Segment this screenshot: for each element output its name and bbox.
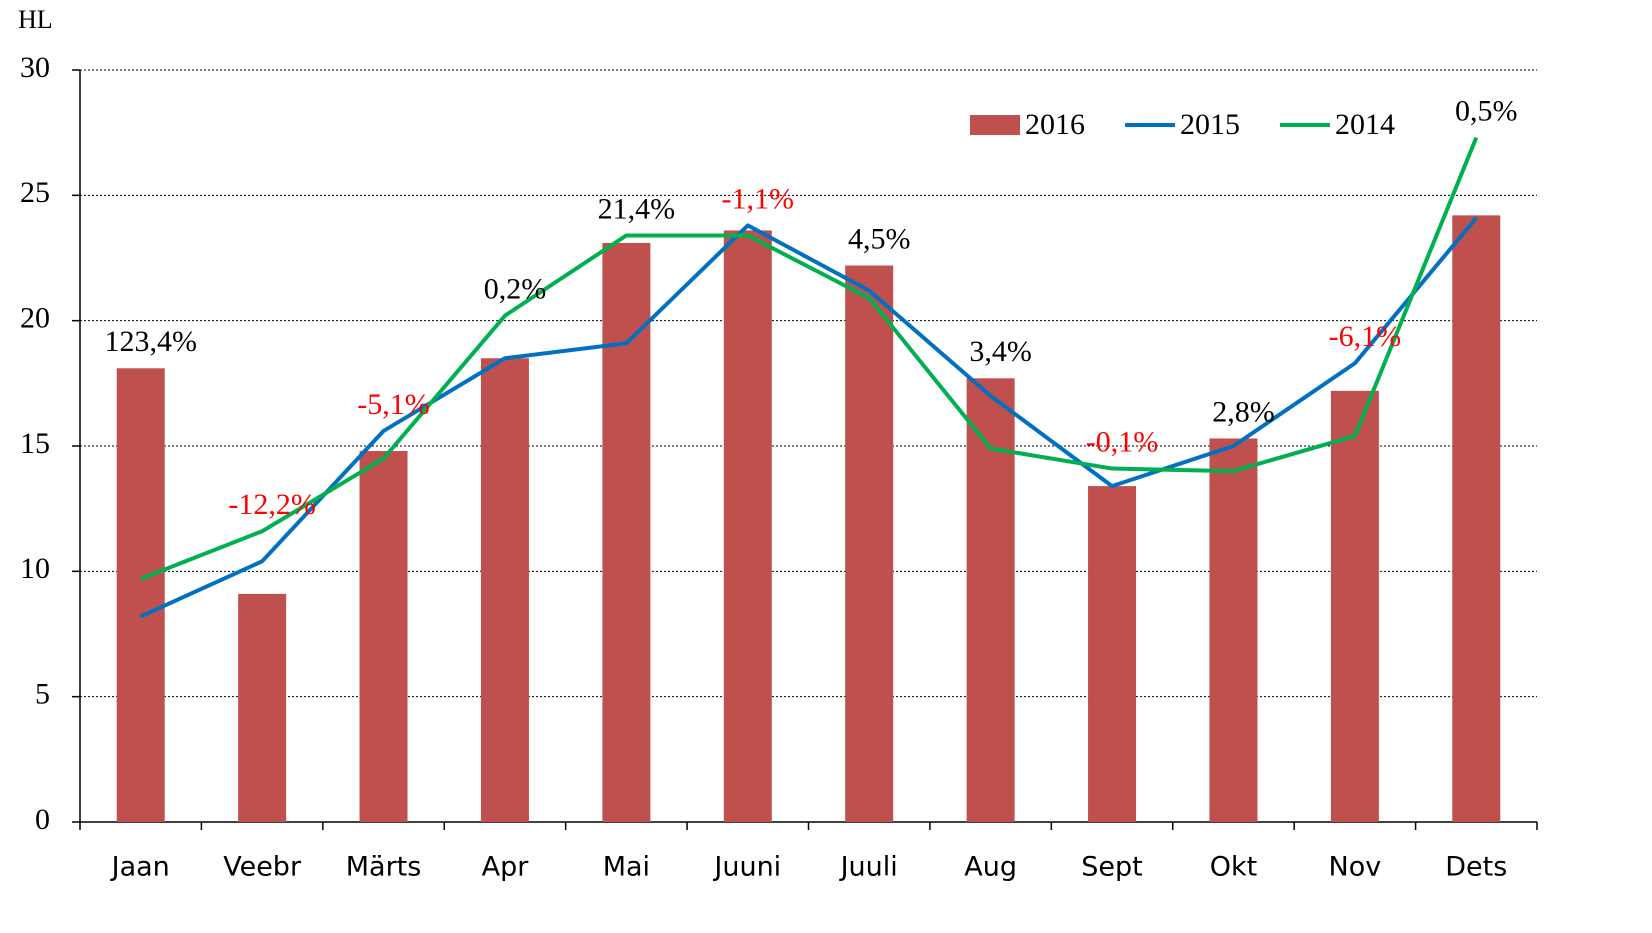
- data-label: -0,1%: [1086, 425, 1158, 458]
- data-label: 4,5%: [848, 222, 911, 255]
- legend-label: 2014: [1335, 108, 1395, 141]
- x-tick-label: Dets: [1445, 852, 1507, 883]
- legend-swatch: [970, 115, 1020, 135]
- data-label: 3,4%: [969, 335, 1032, 368]
- bar: [845, 265, 894, 822]
- bar: [1088, 486, 1137, 822]
- data-label: 123,4%: [104, 325, 197, 358]
- bar: [238, 593, 287, 822]
- x-tick-label: Jaan: [110, 852, 170, 883]
- data-label: -1,1%: [722, 182, 794, 215]
- data-label: -6,1%: [1329, 320, 1401, 353]
- y-tick-label: 20: [20, 302, 50, 335]
- bar: [602, 242, 651, 822]
- bar: [1330, 390, 1379, 822]
- bar: [1452, 215, 1501, 823]
- bar: [480, 358, 529, 822]
- bar: [1209, 438, 1258, 822]
- line: [139, 136, 1479, 581]
- data-label: 21,4%: [598, 192, 676, 225]
- y-tick-label: 0: [35, 803, 50, 836]
- data-label: 0,2%: [484, 273, 547, 306]
- bar: [966, 378, 1015, 822]
- y-tick-label: 15: [20, 427, 50, 460]
- x-tick-label: Mai: [603, 852, 650, 883]
- x-tick-label: Sept: [1081, 852, 1142, 883]
- x-tick-label: Veebr: [223, 852, 302, 883]
- data-label: 0,5%: [1455, 95, 1518, 128]
- data-label: -12,2%: [228, 488, 315, 521]
- x-tick-label: Juuli: [839, 852, 898, 883]
- data-label: -5,1%: [357, 388, 429, 421]
- data-label: 2,8%: [1212, 395, 1275, 428]
- y-tick-label: 25: [20, 176, 50, 209]
- bar: [116, 368, 165, 822]
- bar: [723, 230, 772, 823]
- x-tick-label: Nov: [1329, 852, 1382, 883]
- legend-label: 2015: [1180, 108, 1240, 141]
- x-tick-label: Apr: [482, 852, 530, 883]
- legend-label: 2016: [1025, 108, 1085, 141]
- x-tick-label: Märts: [346, 852, 422, 883]
- y-tick-label: 5: [35, 678, 50, 711]
- x-tick-label: Aug: [964, 852, 1017, 883]
- x-tick-label: Juuni: [712, 852, 781, 883]
- line: [139, 216, 1478, 619]
- bar: [359, 451, 408, 822]
- y-tick-label: 10: [20, 552, 50, 585]
- y-tick-label: 30: [20, 51, 50, 84]
- x-tick-label: Okt: [1210, 852, 1257, 883]
- y-axis-label: HL: [18, 5, 53, 34]
